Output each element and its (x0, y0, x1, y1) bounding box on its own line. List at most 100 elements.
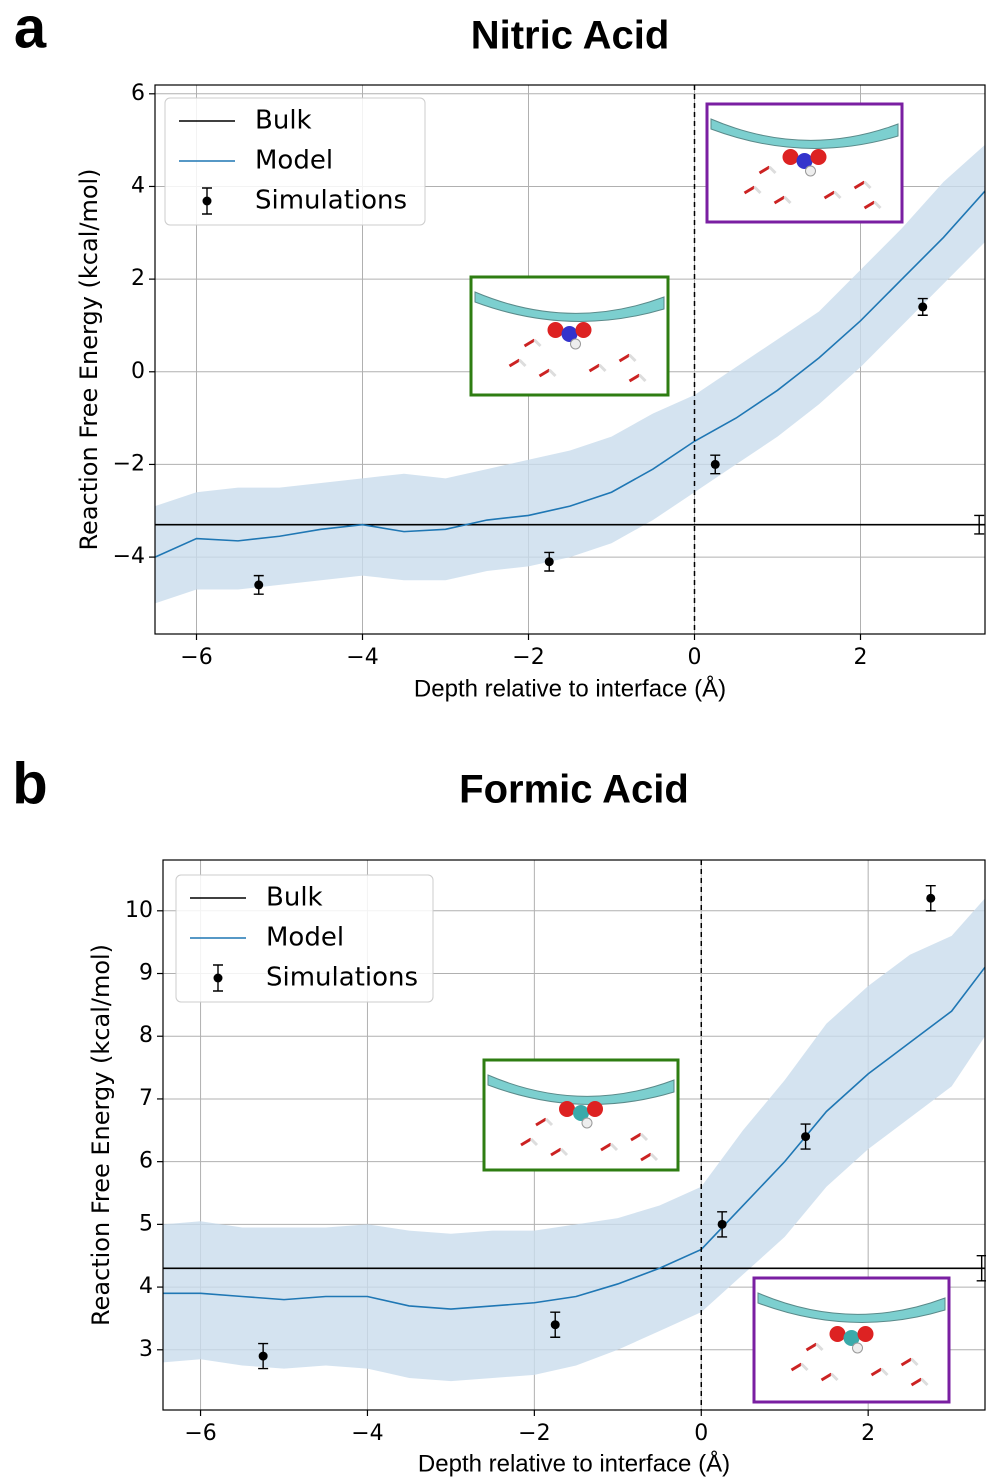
water (523, 338, 536, 348)
simulation-point (926, 893, 936, 903)
water (805, 1342, 818, 1352)
water (823, 190, 836, 200)
inset-box (705, 102, 904, 224)
atom (573, 1105, 589, 1121)
water (853, 180, 866, 190)
inset (482, 1058, 680, 1172)
water (535, 1117, 547, 1127)
atom (843, 1330, 860, 1346)
surface (474, 291, 665, 322)
x-axis-label: Depth relative to interface (Å) (418, 1449, 730, 1477)
legend-label: Simulations (266, 963, 418, 993)
legend-box (175, 874, 434, 1003)
chart-title: Nitric Acid (471, 14, 670, 58)
plot-area (155, 85, 985, 634)
water (600, 1142, 612, 1152)
x-tick-label: −4 (346, 645, 378, 670)
water (863, 200, 876, 210)
surface (757, 1292, 946, 1323)
water (533, 338, 542, 348)
inset (705, 102, 904, 224)
water (638, 373, 647, 383)
panel-letter: b (12, 751, 47, 816)
x-tick-label: 2 (854, 645, 868, 670)
water (900, 1357, 913, 1367)
water (753, 185, 762, 195)
water (880, 1367, 889, 1377)
water (820, 1372, 833, 1382)
simulation-point (550, 1320, 560, 1330)
water (873, 200, 882, 210)
atom (829, 1326, 846, 1342)
x-tick-label: 0 (694, 1421, 708, 1446)
water (863, 180, 872, 190)
water (538, 368, 551, 378)
atom (810, 149, 827, 165)
simulation-point (544, 557, 554, 567)
water (640, 1152, 652, 1162)
water (544, 1117, 554, 1127)
y-tick-label: 4 (131, 173, 145, 198)
atom (561, 326, 578, 342)
y-axis-label: Reaction Free Energy (kcal/mol) (87, 944, 115, 1326)
water (920, 1377, 929, 1387)
water (649, 1152, 659, 1162)
water (609, 1142, 619, 1152)
atom (547, 322, 564, 338)
water (783, 195, 792, 205)
water (910, 1377, 923, 1387)
water (815, 1342, 824, 1352)
water (910, 1357, 919, 1367)
inset (752, 1276, 951, 1404)
water (870, 1367, 883, 1377)
y-tick-label: 0 (131, 359, 145, 384)
water (790, 1362, 803, 1372)
atom (805, 165, 816, 177)
model-band (155, 144, 985, 604)
surface (487, 1074, 675, 1105)
simulation-point (801, 1132, 811, 1142)
x-tick-label: −6 (184, 1421, 216, 1446)
y-tick-label: −4 (113, 544, 145, 569)
x-tick-label: −6 (180, 645, 212, 670)
atom (575, 322, 592, 338)
water (773, 195, 786, 205)
simulation-point (258, 1351, 268, 1361)
legend-swatch (213, 973, 223, 983)
x-axis-label: Depth relative to interface (Å) (414, 674, 726, 702)
atom (857, 1326, 874, 1342)
bulk-error-bar (974, 514, 985, 535)
water (529, 1137, 539, 1147)
water (639, 1132, 649, 1142)
water (520, 1137, 532, 1147)
plot-frame (162, 859, 986, 1411)
legend-label: Simulations (255, 186, 407, 216)
water (588, 363, 601, 373)
plot-frame (154, 84, 986, 635)
simulation-point (717, 1219, 727, 1229)
model-band (163, 898, 985, 1382)
water (628, 373, 641, 383)
y-tick-label: 3 (139, 1337, 153, 1362)
water (618, 353, 631, 363)
y-tick-label: 7 (139, 1086, 153, 1111)
simulation-point (918, 302, 928, 312)
water (630, 1132, 642, 1142)
y-axis-label: Reaction Free Energy (kcal/mol) (75, 168, 103, 550)
y-tick-label: 9 (139, 961, 153, 986)
y-tick-label: 6 (131, 81, 145, 106)
y-tick-label: 6 (139, 1149, 153, 1174)
water (508, 358, 521, 368)
water (518, 358, 527, 368)
legend-label: Model (266, 923, 344, 953)
y-tick-label: 4 (139, 1274, 153, 1299)
x-tick-label: −4 (351, 1421, 383, 1446)
water (743, 185, 756, 195)
atom (782, 149, 799, 165)
panel-letter: a (14, 0, 47, 60)
y-tick-label: 5 (139, 1211, 153, 1236)
y-tick-label: 8 (139, 1023, 153, 1048)
water (550, 1147, 562, 1157)
y-tick-label: 2 (131, 266, 145, 291)
